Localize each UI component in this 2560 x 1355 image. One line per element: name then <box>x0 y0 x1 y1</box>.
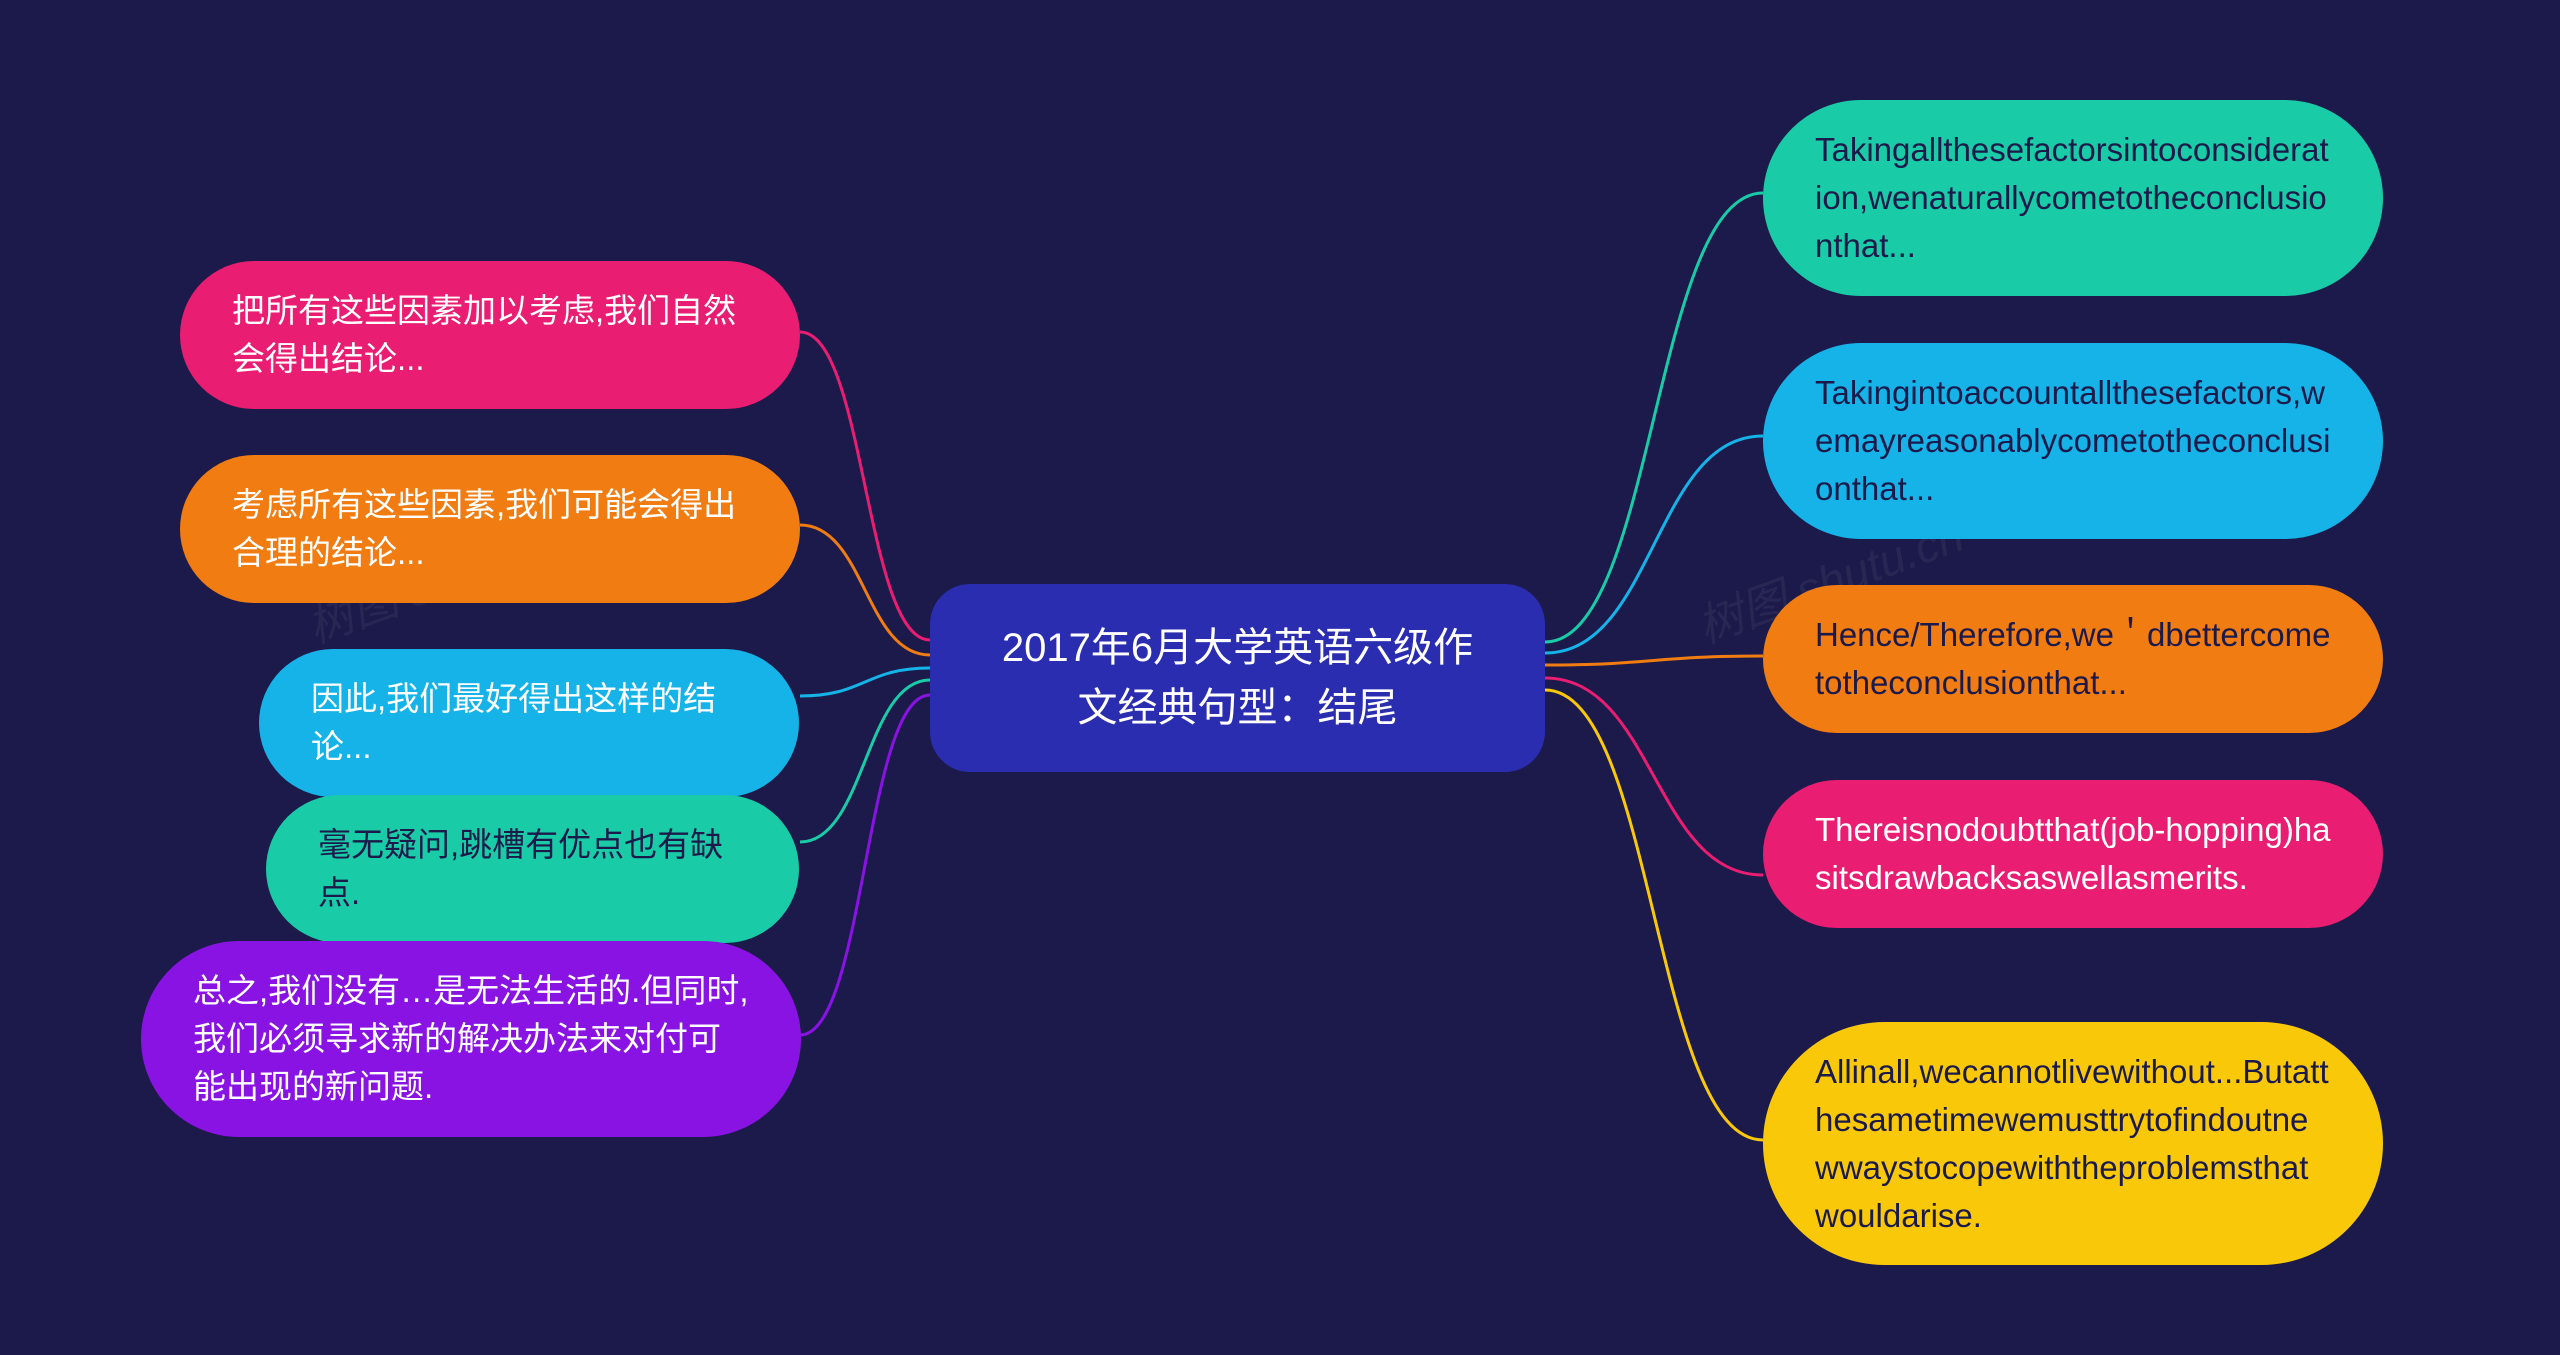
node-label: 把所有这些因素加以考虑,我们自然会得出结论... <box>232 292 736 377</box>
connector-r3 <box>1545 656 1763 665</box>
node-left-2: 考虑所有这些因素,我们可能会得出合理的结论... <box>180 455 800 603</box>
node-left-5: 总之,我们没有…是无法生活的.但同时,我们必须寻求新的解决办法来对付可能出现的新… <box>141 941 801 1137</box>
node-right-2: Takingintoaccountallthesefactors,wemayre… <box>1763 343 2383 539</box>
node-right-1: Takingallthesefactorsintoconsideration,w… <box>1763 100 2383 296</box>
connector-l5 <box>800 695 930 1035</box>
node-label: Thereisnodoubtthat(job-hopping)hasitsdra… <box>1815 811 2331 896</box>
node-label: Takingallthesefactorsintoconsideration,w… <box>1815 131 2329 264</box>
node-right-4: Thereisnodoubtthat(job-hopping)hasitsdra… <box>1763 780 2383 928</box>
connector-r5 <box>1545 690 1763 1140</box>
node-label: 考虑所有这些因素,我们可能会得出合理的结论... <box>232 486 736 571</box>
connector-l4 <box>800 680 930 842</box>
node-label: Takingintoaccountallthesefactors,wemayre… <box>1815 374 2330 507</box>
connector-r1 <box>1545 193 1763 642</box>
connector-r4 <box>1545 678 1763 875</box>
node-label: Allinall,wecannotlivewithout...Butatthes… <box>1815 1053 2329 1234</box>
connector-l1 <box>800 332 930 640</box>
node-label: Hence/Therefore,we＇dbettercometotheconcl… <box>1815 616 2330 701</box>
connector-l3 <box>800 668 930 696</box>
node-left-1: 把所有这些因素加以考虑,我们自然会得出结论... <box>180 261 800 409</box>
node-right-5: Allinall,wecannotlivewithout...Butatthes… <box>1763 1022 2383 1265</box>
mindmap-canvas: 树图 shutu.cn 树图 shutu.cn 2017年6月大学英语六级作文经… <box>0 0 2560 1355</box>
node-left-4: 毫无疑问,跳槽有优点也有缺点. <box>266 795 799 943</box>
node-left-3: 因此,我们最好得出这样的结论... <box>259 649 799 797</box>
node-label: 因此,我们最好得出这样的结论... <box>311 680 716 765</box>
node-label: 总之,我们没有…是无法生活的.但同时,我们必须寻求新的解决办法来对付可能出现的新… <box>193 972 749 1105</box>
connector-l2 <box>800 525 930 655</box>
node-label: 毫无疑问,跳槽有优点也有缺点. <box>318 826 723 911</box>
node-right-3: Hence/Therefore,we＇dbettercometotheconcl… <box>1763 585 2383 733</box>
center-node: 2017年6月大学英语六级作文经典句型：结尾 <box>930 584 1545 772</box>
connector-r2 <box>1545 436 1763 653</box>
center-node-label: 2017年6月大学英语六级作文经典句型：结尾 <box>1002 626 1473 730</box>
